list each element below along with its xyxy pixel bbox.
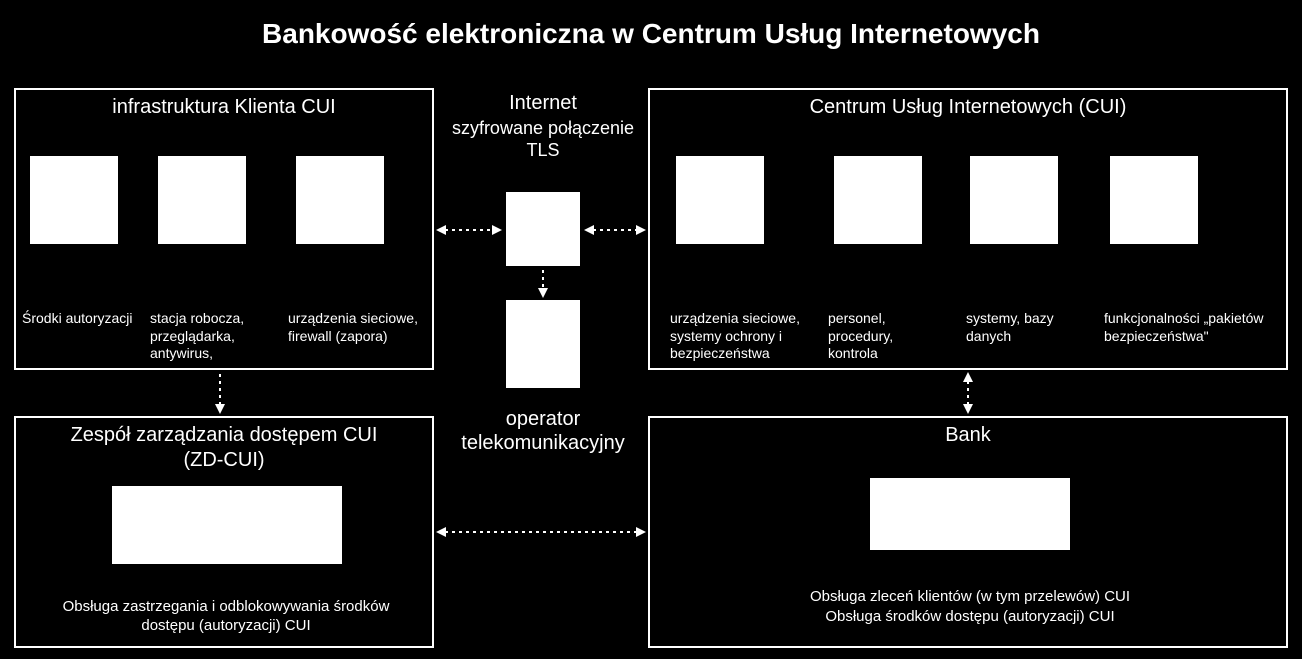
arrows-layer (0, 0, 1302, 659)
